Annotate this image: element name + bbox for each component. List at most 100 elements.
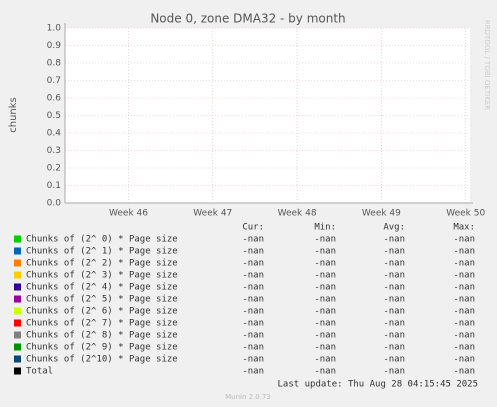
legend-header: Max: — [453, 223, 475, 233]
legend-label: Chunks of (2^ 4) * Page size — [26, 283, 178, 293]
legend-swatch — [14, 343, 21, 351]
legend-swatch — [14, 355, 21, 363]
legend-swatch — [14, 307, 21, 315]
legend-stat: -nan — [383, 259, 405, 269]
legend-stat: -nan — [314, 307, 336, 317]
legend-stat: -nan — [453, 295, 475, 305]
legend-stat: -nan — [383, 271, 405, 281]
chart-title: Node 0, zone DMA32 - by month — [150, 12, 345, 26]
legend-stat: -nan — [242, 259, 264, 269]
y-tick-label: 0.7 — [47, 76, 61, 86]
legend-swatch — [14, 259, 21, 267]
legend-swatch — [14, 235, 21, 243]
y-tick-label: 1.0 — [47, 24, 62, 34]
legend-stat: -nan — [453, 343, 475, 353]
legend-stat: -nan — [242, 331, 264, 341]
legend-stat: -nan — [314, 343, 336, 353]
legend-label: Chunks of (2^ 7) * Page size — [26, 319, 178, 329]
legend-label: Chunks of (2^ 1) * Page size — [26, 247, 178, 257]
legend-stat: -nan — [453, 259, 475, 269]
legend-stat: -nan — [453, 247, 475, 257]
legend-swatch — [14, 283, 21, 291]
y-tick-label: 0.9 — [47, 41, 62, 51]
x-tick-label: Week 46 — [109, 209, 148, 219]
legend-stat: -nan — [242, 235, 264, 245]
legend-header: Min: — [314, 223, 336, 233]
legend-stat: -nan — [383, 355, 405, 365]
legend-label: Chunks of (2^ 3) * Page size — [26, 271, 178, 281]
legend-swatch — [14, 319, 21, 327]
legend-stat: -nan — [453, 355, 475, 365]
y-tick-label: 0.4 — [47, 129, 62, 139]
legend-stat: -nan — [242, 367, 264, 377]
x-tick-label: Week 48 — [278, 209, 317, 219]
legend-swatch — [14, 331, 21, 339]
legend-stat: -nan — [242, 343, 264, 353]
legend-stat: -nan — [314, 319, 336, 329]
legend-swatch — [14, 295, 21, 303]
legend-stat: -nan — [383, 283, 405, 293]
legend-stat: -nan — [453, 307, 475, 317]
legend-header: Cur: — [242, 223, 264, 233]
y-tick-label: 0.6 — [47, 94, 62, 104]
plot-area — [65, 28, 470, 203]
legend-stat: -nan — [242, 355, 264, 365]
legend-stat: -nan — [453, 331, 475, 341]
legend-stat: -nan — [383, 331, 405, 341]
legend-stat: -nan — [242, 295, 264, 305]
last-update: Last update: Thu Aug 28 04:15:45 2025 — [278, 380, 478, 390]
legend-swatch — [14, 247, 21, 255]
x-tick-label: Week 47 — [193, 209, 232, 219]
legend-stat: -nan — [383, 295, 405, 305]
x-tick-label: Week 49 — [362, 209, 401, 219]
y-axis-label: chunks — [8, 97, 19, 133]
legend-label: Chunks of (2^10) * Page size — [26, 355, 178, 365]
y-tick-label: 0.1 — [47, 181, 61, 191]
legend-stat: -nan — [453, 367, 475, 377]
legend-stat: -nan — [314, 247, 336, 257]
legend-stat: -nan — [453, 235, 475, 245]
legend-stat: -nan — [242, 319, 264, 329]
legend-stat: -nan — [453, 271, 475, 281]
legend-label: Total — [26, 367, 53, 377]
x-tick-label: Week 50 — [446, 209, 485, 219]
legend-stat: -nan — [242, 307, 264, 317]
y-tick-label: 0.3 — [47, 146, 61, 156]
legend-stat: -nan — [314, 295, 336, 305]
legend-swatch — [14, 271, 21, 279]
legend-stat: -nan — [383, 247, 405, 257]
legend-stat: -nan — [314, 355, 336, 365]
legend-stat: -nan — [383, 343, 405, 353]
legend-stat: -nan — [242, 283, 264, 293]
legend-stat: -nan — [314, 283, 336, 293]
y-tick-label: 0.5 — [47, 111, 61, 121]
legend-label: Chunks of (2^ 6) * Page size — [26, 307, 178, 317]
legend-label: Chunks of (2^ 2) * Page size — [26, 259, 178, 269]
legend-stat: -nan — [314, 331, 336, 341]
legend-stat: -nan — [383, 319, 405, 329]
legend-stat: -nan — [383, 235, 405, 245]
footer: Munin 2.0.73 — [225, 393, 271, 401]
legend-stat: -nan — [383, 307, 405, 317]
legend-swatch — [14, 367, 21, 375]
legend-stat: -nan — [453, 319, 475, 329]
legend-stat: -nan — [314, 367, 336, 377]
legend-label: Chunks of (2^ 8) * Page size — [26, 331, 178, 341]
legend-stat: -nan — [314, 259, 336, 269]
legend-header: Avg: — [383, 223, 405, 233]
legend-stat: -nan — [314, 271, 336, 281]
legend-stat: -nan — [314, 235, 336, 245]
legend-label: Chunks of (2^ 9) * Page size — [26, 343, 178, 353]
legend-stat: -nan — [242, 271, 264, 281]
y-tick-label: 0.0 — [47, 199, 62, 209]
legend-stat: -nan — [453, 283, 475, 293]
legend-label: Chunks of (2^ 5) * Page size — [26, 295, 178, 305]
side-text: RRDTOOL / TOBI OETIKER — [483, 20, 491, 110]
legend-label: Chunks of (2^ 0) * Page size — [26, 235, 178, 245]
legend-stat: -nan — [242, 247, 264, 257]
y-tick-label: 0.8 — [47, 59, 62, 69]
y-tick-label: 0.2 — [47, 164, 61, 174]
legend-stat: -nan — [383, 367, 405, 377]
